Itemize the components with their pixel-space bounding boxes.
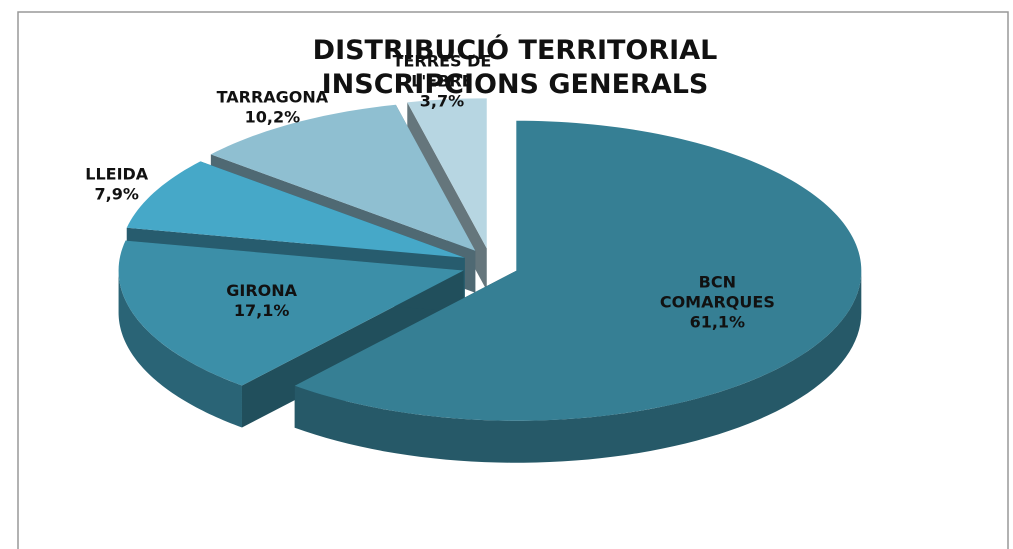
slice-value-label: 10,2%: [245, 107, 301, 126]
chart-title: DISTRIBUCIÓ TERRITORIAL INSCRIPCIONS GENE…: [313, 34, 718, 100]
slice: [210, 104, 476, 251]
slice-label: GIRONA: [226, 281, 297, 300]
slice: [407, 98, 487, 249]
slice-label: TERRES DE L'EBRE: [393, 51, 492, 90]
slice-label: TARRAGONA: [217, 87, 329, 106]
slice-label: BCN COMARQUES: [660, 272, 775, 311]
slice: [126, 161, 465, 258]
slice: [118, 240, 464, 386]
slice-value-label: 3,7%: [420, 91, 464, 110]
slice-value-label: 17,1%: [234, 301, 290, 320]
slice-group: [294, 120, 862, 463]
slice-wall: [294, 270, 862, 463]
slice-label: LLEIDA: [85, 164, 149, 183]
slice-wall: [118, 270, 242, 428]
slice-value-label: 7,9%: [95, 184, 139, 203]
slice-value-label: 61,1%: [690, 312, 746, 331]
slice: [294, 120, 862, 421]
